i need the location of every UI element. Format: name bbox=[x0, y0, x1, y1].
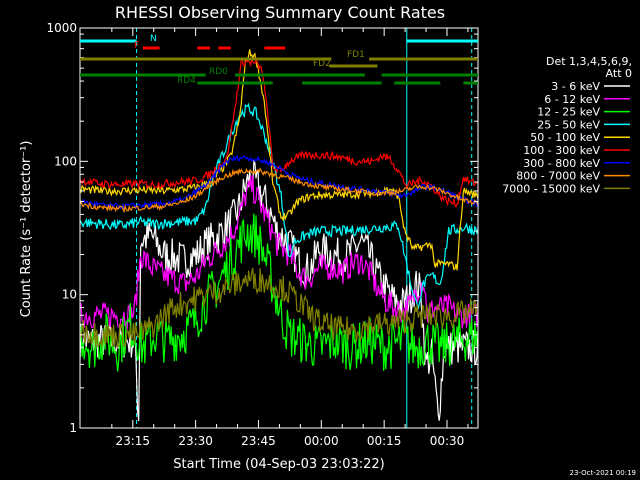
legend-label-5: 100 - 300 keV bbox=[523, 144, 600, 157]
series-line-4 bbox=[80, 49, 478, 271]
axes: 1 10 100 1000 23:15 23:30 23:45 00:00 00:15 00:30 bbox=[46, 21, 478, 448]
y-tick-label-0: 1 bbox=[69, 421, 77, 435]
legend-label-6: 300 - 800 keV bbox=[523, 157, 600, 170]
legend-header-1: Att 0 bbox=[606, 67, 632, 80]
series-line-0 bbox=[80, 159, 478, 422]
legend-label-4: 50 - 100 keV bbox=[530, 131, 600, 144]
legend-label-3: 25 - 50 keV bbox=[537, 118, 600, 131]
generation-timestamp: 23-Oct-2021 00:19 bbox=[570, 469, 636, 477]
series-line-7 bbox=[80, 167, 478, 214]
flag-label-fd2: FD2 bbox=[313, 59, 331, 69]
y-tick-label-3: 1000 bbox=[46, 21, 77, 35]
flag-label-rd4: RD4 bbox=[177, 76, 196, 86]
chart-title: RHESSI Observing Summary Count Rates bbox=[115, 3, 445, 22]
legend-label-2: 12 - 25 keV bbox=[537, 106, 600, 119]
legend-label-8: 7000 - 15000 keV bbox=[502, 182, 600, 195]
x-tick-label-4: 00:15 bbox=[367, 434, 402, 448]
series-line-3 bbox=[80, 102, 478, 309]
plot-area bbox=[80, 28, 478, 428]
y-axis-label: Count Rate (s⁻¹ detector⁻¹) bbox=[19, 141, 34, 318]
x-tick-label-2: 23:45 bbox=[241, 434, 276, 448]
y-tick-label-1: 10 bbox=[62, 288, 77, 302]
series-line-8 bbox=[80, 267, 478, 348]
y-tick-label-2: 100 bbox=[54, 154, 77, 168]
flag-label-f: F bbox=[134, 41, 139, 51]
flag-label-rd0: RD0 bbox=[209, 67, 228, 77]
flag-bars: N F FD1 FD2 RD0 RD4 bbox=[80, 34, 478, 86]
legend-header-0: Det 1,3,4,5,6,9, bbox=[546, 55, 632, 68]
flag-label-n: N bbox=[150, 34, 157, 44]
flag-label-fd1: FD1 bbox=[347, 50, 365, 60]
x-tick-label-0: 23:15 bbox=[115, 434, 150, 448]
series-line-1 bbox=[80, 175, 478, 331]
x-tick-label-1: 23:30 bbox=[178, 434, 213, 448]
legend-label-1: 6 - 12 keV bbox=[544, 93, 600, 106]
x-tick-label-3: 00:00 bbox=[304, 434, 339, 448]
legend-label-7: 800 - 7000 keV bbox=[516, 170, 600, 183]
legend-label-0: 3 - 6 keV bbox=[551, 80, 600, 93]
x-axis-label: Start Time (04-Sep-03 23:03:22) bbox=[173, 457, 384, 472]
x-tick-label-5: 00:30 bbox=[430, 434, 465, 448]
